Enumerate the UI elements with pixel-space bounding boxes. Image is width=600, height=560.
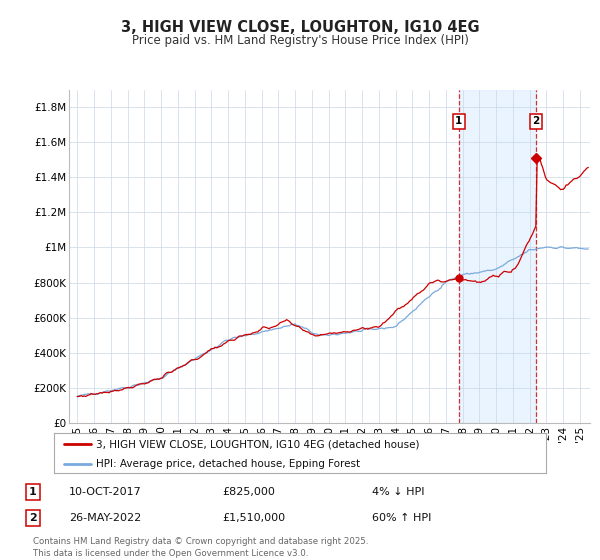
Text: £1,510,000: £1,510,000: [222, 513, 285, 523]
Text: 26-MAY-2022: 26-MAY-2022: [69, 513, 141, 523]
Text: Price paid vs. HM Land Registry's House Price Index (HPI): Price paid vs. HM Land Registry's House …: [131, 34, 469, 46]
Text: 4% ↓ HPI: 4% ↓ HPI: [372, 487, 425, 497]
Text: 2: 2: [29, 513, 37, 523]
Text: 1: 1: [29, 487, 37, 497]
Text: Contains HM Land Registry data © Crown copyright and database right 2025.
This d: Contains HM Land Registry data © Crown c…: [33, 537, 368, 558]
Text: 2: 2: [533, 116, 540, 126]
Bar: [459, 90, 536, 423]
Text: £825,000: £825,000: [222, 487, 275, 497]
Text: 10-OCT-2017: 10-OCT-2017: [69, 487, 142, 497]
Text: 60% ↑ HPI: 60% ↑ HPI: [372, 513, 431, 523]
Text: 3, HIGH VIEW CLOSE, LOUGHTON, IG10 4EG: 3, HIGH VIEW CLOSE, LOUGHTON, IG10 4EG: [121, 20, 479, 35]
Text: 1: 1: [455, 116, 463, 126]
Text: 3, HIGH VIEW CLOSE, LOUGHTON, IG10 4EG (detached house): 3, HIGH VIEW CLOSE, LOUGHTON, IG10 4EG (…: [96, 439, 419, 449]
Text: HPI: Average price, detached house, Epping Forest: HPI: Average price, detached house, Eppi…: [96, 459, 360, 469]
